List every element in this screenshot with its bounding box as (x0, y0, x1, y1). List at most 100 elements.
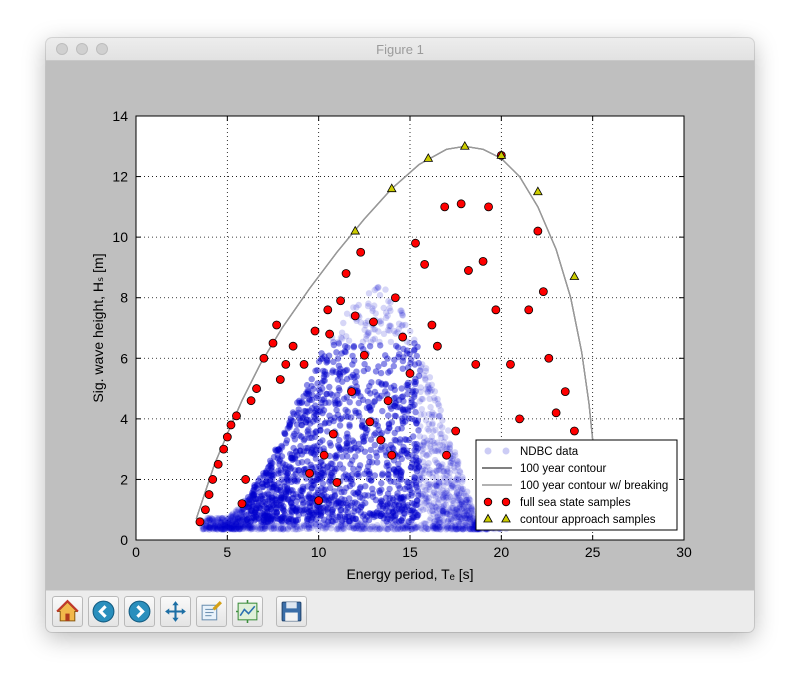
full-sea-state-sample (376, 435, 386, 445)
ndbc-data-point (289, 456, 296, 463)
ndbc-data-point (378, 392, 385, 399)
ndbc-data-point (253, 485, 261, 492)
save-button[interactable] (276, 596, 307, 627)
close-window-button[interactable] (56, 43, 68, 55)
ndbc-data-point (263, 509, 270, 516)
ndbc-data-point (343, 500, 350, 507)
ndbc-data-point (424, 388, 431, 395)
ndbc-data-point (292, 507, 299, 514)
pan-button[interactable] (160, 596, 191, 627)
back-button[interactable] (88, 596, 119, 627)
ndbc-data-point (315, 358, 323, 365)
ndbc-data-point (206, 524, 214, 531)
ndbc-data-point (440, 501, 448, 509)
forward-button[interactable] (124, 596, 155, 627)
ndbc-data-point (258, 501, 265, 508)
ndbc-data-point (255, 515, 262, 523)
ndbc-data-point (210, 525, 217, 532)
ndbc-data-point (466, 525, 473, 532)
full-sea-state-sample (533, 226, 543, 236)
ndbc-data-point (357, 319, 364, 326)
ndbc-data-point (233, 525, 240, 533)
ndbc-data-point (293, 498, 300, 505)
ndbc-data-point (303, 381, 311, 389)
ndbc-data-point (391, 526, 399, 533)
ndbc-data-point (262, 478, 269, 486)
ndbc-data-point (222, 524, 229, 531)
ndbc-data-point (412, 525, 419, 532)
ndbc-data-point (225, 515, 232, 522)
ndbc-data-point (355, 399, 362, 407)
ndbc-data-point (399, 365, 406, 372)
ndbc-data-point (300, 507, 307, 514)
ndbc-data-point (392, 412, 400, 420)
ndbc-data-point (402, 406, 409, 413)
ndbc-data-point (324, 505, 331, 512)
ndbc-data-point (344, 501, 351, 509)
home-button[interactable] (52, 596, 83, 627)
ndbc-data-point (423, 498, 431, 505)
ndbc-data-point (234, 524, 242, 531)
ndbc-data-point (354, 447, 362, 454)
ndbc-data-point (234, 524, 241, 532)
ndbc-data-point (353, 471, 360, 478)
ndbc-data-point (403, 436, 410, 443)
ndbc-data-point (405, 408, 412, 415)
ndbc-data-point (410, 522, 417, 530)
ndbc-data-point (364, 329, 372, 336)
ndbc-data-point (263, 522, 270, 529)
ndbc-data-point (383, 462, 390, 470)
ndbc-data-point (448, 525, 455, 532)
ndbc-data-point (392, 512, 399, 519)
zoom-button[interactable] (196, 596, 227, 627)
ndbc-data-point (266, 470, 273, 477)
ndbc-data-point (353, 500, 361, 507)
ndbc-data-point (212, 525, 219, 532)
ndbc-data-point (244, 522, 252, 529)
zoom-window-button[interactable] (96, 43, 108, 55)
ndbc-data-point (356, 526, 363, 533)
ndbc-data-point (463, 496, 470, 504)
ndbc-data-point (391, 478, 398, 485)
ndbc-data-point (298, 496, 306, 503)
ndbc-data-point (257, 505, 264, 512)
minimize-window-button[interactable] (76, 43, 88, 55)
ndbc-data-point (248, 507, 256, 514)
ndbc-data-point (337, 500, 344, 507)
ndbc-data-point (246, 524, 253, 532)
ndbc-data-point (277, 525, 285, 532)
ndbc-data-point (458, 499, 465, 506)
ndbc-data-point (413, 465, 421, 472)
ndbc-data-point (447, 520, 454, 527)
ndbc-data-point (400, 495, 407, 503)
ndbc-data-point (385, 520, 392, 528)
ndbc-data-point (246, 495, 253, 503)
ndbc-data-point (238, 516, 245, 524)
ndbc-data-point (323, 356, 331, 363)
ndbc-data-point (397, 495, 405, 503)
ndbc-data-point (282, 495, 289, 502)
ndbc-data-point (395, 502, 402, 510)
configure-subplots-button[interactable] (232, 596, 263, 627)
ndbc-data-point (386, 485, 393, 493)
ndbc-data-point (278, 492, 285, 499)
ndbc-data-point (208, 515, 216, 522)
ndbc-data-point (337, 522, 344, 530)
ndbc-data-point (284, 517, 291, 524)
ndbc-data-point (252, 516, 259, 523)
ndbc-data-point (310, 522, 317, 529)
ndbc-data-point (404, 347, 411, 354)
ndbc-data-point (210, 526, 217, 533)
ndbc-data-point (455, 523, 462, 530)
ndbc-data-point (284, 469, 291, 477)
ndbc-data-point (449, 455, 456, 462)
full-sea-state-sample (484, 202, 493, 212)
ndbc-data-point (251, 511, 258, 518)
ndbc-data-point (298, 487, 305, 495)
ndbc-data-point (399, 312, 406, 319)
ndbc-data-point (345, 439, 352, 447)
ndbc-data-point (253, 505, 260, 512)
ndbc-data-point (225, 524, 232, 531)
ndbc-data-point (408, 526, 415, 533)
ndbc-data-point (434, 522, 441, 529)
